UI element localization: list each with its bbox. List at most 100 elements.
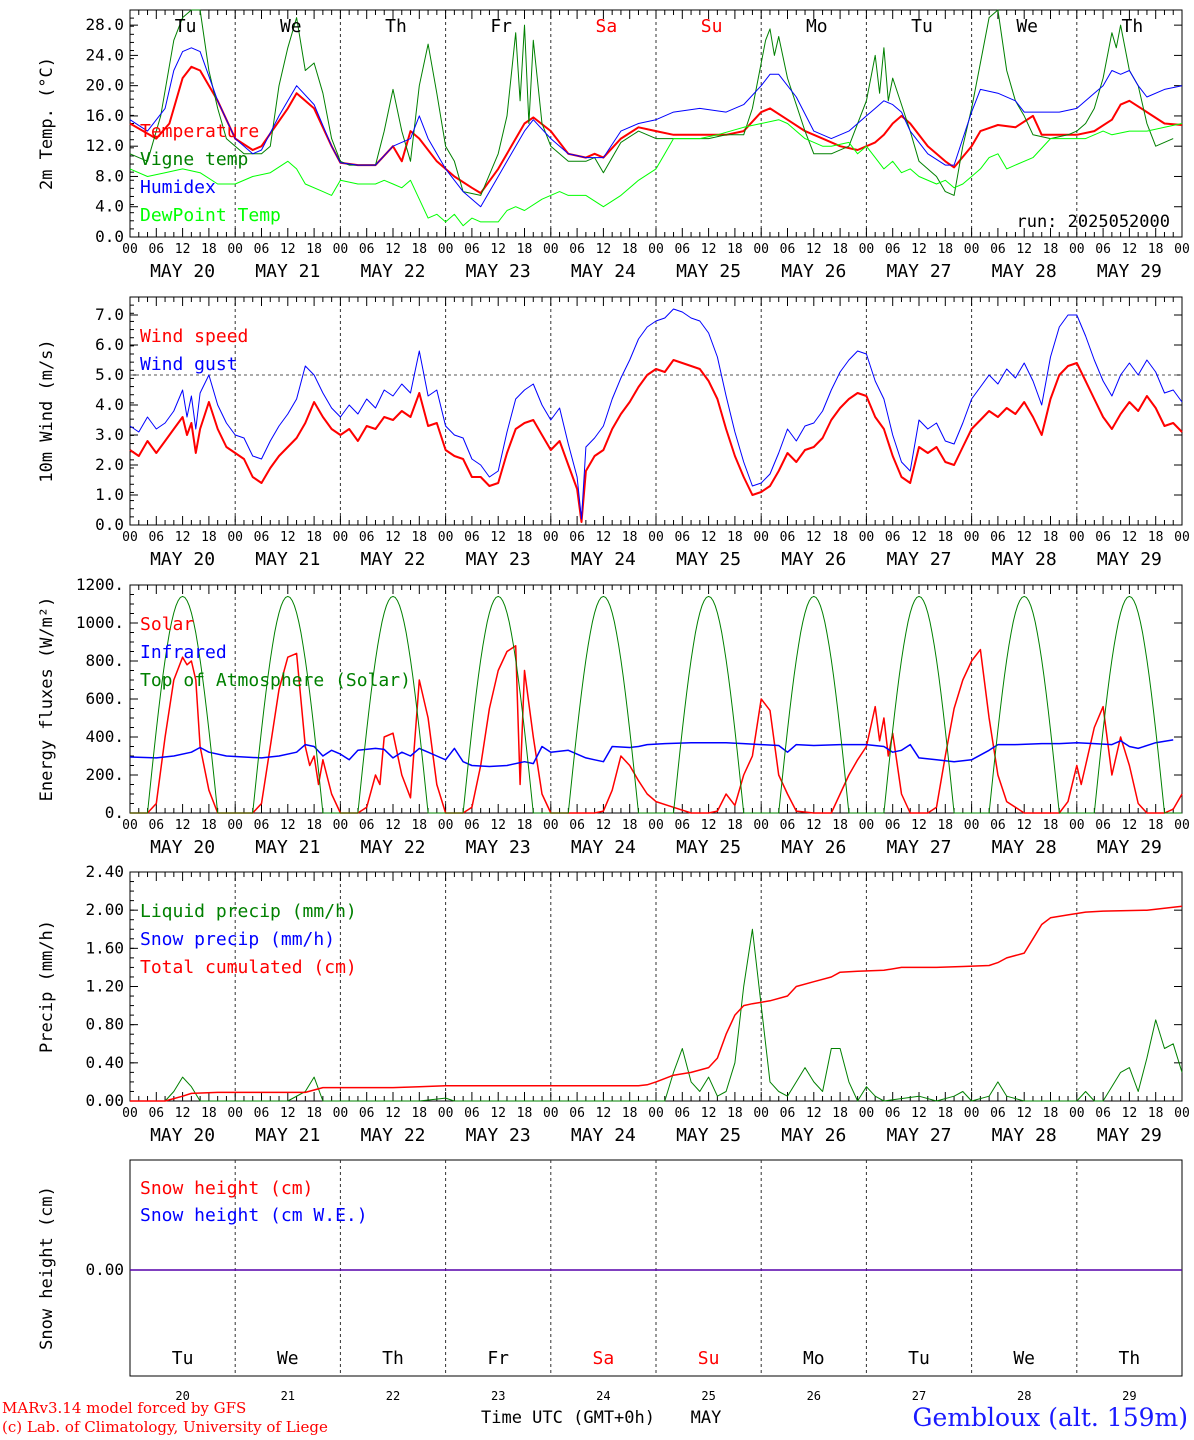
hour-label: 00 — [438, 818, 454, 833]
y-tick-label: 5.0 — [95, 365, 124, 384]
date-label: MAY 25 — [676, 261, 741, 282]
y-tick-label: 2.00 — [85, 900, 124, 919]
hour-label: 12 — [490, 818, 506, 833]
y-tick-label: 0.0 — [95, 227, 124, 246]
hour-label: 12 — [490, 530, 506, 545]
hour-label: 06 — [674, 1106, 690, 1121]
hour-label: 12 — [911, 1106, 927, 1121]
hour-label: 18 — [517, 530, 533, 545]
hour-label: 18 — [937, 530, 953, 545]
hour-label: 18 — [411, 530, 427, 545]
hour-label: 18 — [306, 818, 322, 833]
date-label: MAY 20 — [150, 261, 215, 282]
hour-label: 18 — [306, 530, 322, 545]
legend-entry: Top of Atmosphere (Solar) — [140, 670, 411, 691]
y-tick-label: 12.0 — [85, 136, 124, 155]
hour-label: 00 — [1174, 1106, 1190, 1121]
hour-label: 12 — [911, 242, 927, 257]
hour-label: 06 — [464, 818, 480, 833]
x-axis-title: Time UTC (GMT+0h) — [481, 1408, 655, 1428]
date-label: MAY 24 — [571, 1125, 636, 1146]
hour-label: 06 — [569, 242, 585, 257]
hour-label: 12 — [701, 1106, 717, 1121]
series-line — [129, 47, 1183, 208]
series-line — [130, 645, 1183, 814]
date-label: MAY 28 — [992, 261, 1057, 282]
hour-label: 00 — [1069, 242, 1085, 257]
hour-label: 06 — [885, 1106, 901, 1121]
hour-label: 00 — [438, 242, 454, 257]
hour-label: 12 — [280, 530, 296, 545]
hour-label: 06 — [885, 530, 901, 545]
y-tick-label: 200. — [85, 765, 124, 784]
hour-label: 00 — [1174, 242, 1190, 257]
hour-label: 18 — [622, 818, 638, 833]
hour-label: 12 — [1122, 242, 1138, 257]
hour-label: 06 — [148, 1106, 164, 1121]
hour-label: 12 — [490, 242, 506, 257]
date-label: MAY 22 — [360, 837, 425, 858]
hour-label: 00 — [648, 242, 664, 257]
day-number: 22 — [386, 1389, 400, 1403]
y-tick-label: 24.0 — [85, 45, 124, 64]
series-line — [129, 119, 1183, 227]
hour-label: 18 — [1043, 1106, 1059, 1121]
hour-label: 00 — [859, 1106, 875, 1121]
hour-label: 06 — [569, 530, 585, 545]
weekday-label: Mo — [806, 16, 828, 37]
hour-label: 12 — [385, 1106, 401, 1121]
legend-entry: Temperature — [140, 121, 259, 142]
hour-label: 06 — [254, 530, 270, 545]
hour-label: 12 — [596, 530, 612, 545]
date-label: MAY 21 — [255, 549, 320, 570]
y-axis-label: 10m Wind (m/s) — [37, 339, 57, 482]
legend-entry: Humidex — [140, 177, 216, 198]
weekday-label: We — [1013, 1348, 1035, 1369]
hour-label: 00 — [543, 818, 559, 833]
date-label: MAY 27 — [886, 837, 951, 858]
hour-label: 00 — [333, 242, 349, 257]
panel-5: 0.00 Snow height (cm) Snow height (cm) Snow… — [37, 1159, 1183, 1403]
date-label: MAY 27 — [886, 261, 951, 282]
weekday-label: Su — [701, 16, 723, 37]
hour-label: 18 — [517, 242, 533, 257]
hour-label: 06 — [148, 818, 164, 833]
hour-label: 00 — [227, 818, 243, 833]
lab-credit: (c) Lab. of Climatology, University of L… — [2, 1418, 328, 1436]
y-tick-label: 0.40 — [85, 1053, 124, 1072]
hour-label: 12 — [1016, 242, 1032, 257]
day-number: 29 — [1122, 1389, 1136, 1403]
hour-label: 00 — [227, 1106, 243, 1121]
day-number: 20 — [175, 1389, 189, 1403]
hour-label: 12 — [701, 530, 717, 545]
legend-entry: Wind speed — [140, 326, 248, 347]
day-number: 25 — [701, 1389, 715, 1403]
hour-label: 12 — [175, 1106, 191, 1121]
hour-label: 06 — [885, 242, 901, 257]
date-label: MAY 29 — [1097, 837, 1162, 858]
date-label: MAY 26 — [781, 549, 846, 570]
series-line — [129, 308, 1183, 520]
date-label: MAY 29 — [1097, 261, 1162, 282]
hour-label: 00 — [1069, 818, 1085, 833]
date-label: MAY 25 — [676, 837, 741, 858]
hour-label: 06 — [464, 530, 480, 545]
hour-label: 18 — [1148, 242, 1164, 257]
date-label: MAY 26 — [781, 261, 846, 282]
y-tick-label: 8.0 — [95, 166, 124, 185]
y-tick-label: 0.00 — [85, 1260, 124, 1279]
hour-label: 06 — [1095, 818, 1111, 833]
hour-label: 18 — [832, 530, 848, 545]
hour-label: 18 — [622, 530, 638, 545]
hour-label: 06 — [674, 242, 690, 257]
hour-label: 00 — [964, 530, 980, 545]
hour-label: 06 — [254, 1106, 270, 1121]
day-number: 26 — [807, 1389, 821, 1403]
hour-label: 18 — [937, 1106, 953, 1121]
day-number: 24 — [596, 1389, 610, 1403]
hour-label: 06 — [464, 1106, 480, 1121]
y-tick-label: 1.0 — [95, 485, 124, 504]
hour-label: 18 — [201, 1106, 217, 1121]
y-tick-label: 16.0 — [85, 106, 124, 125]
